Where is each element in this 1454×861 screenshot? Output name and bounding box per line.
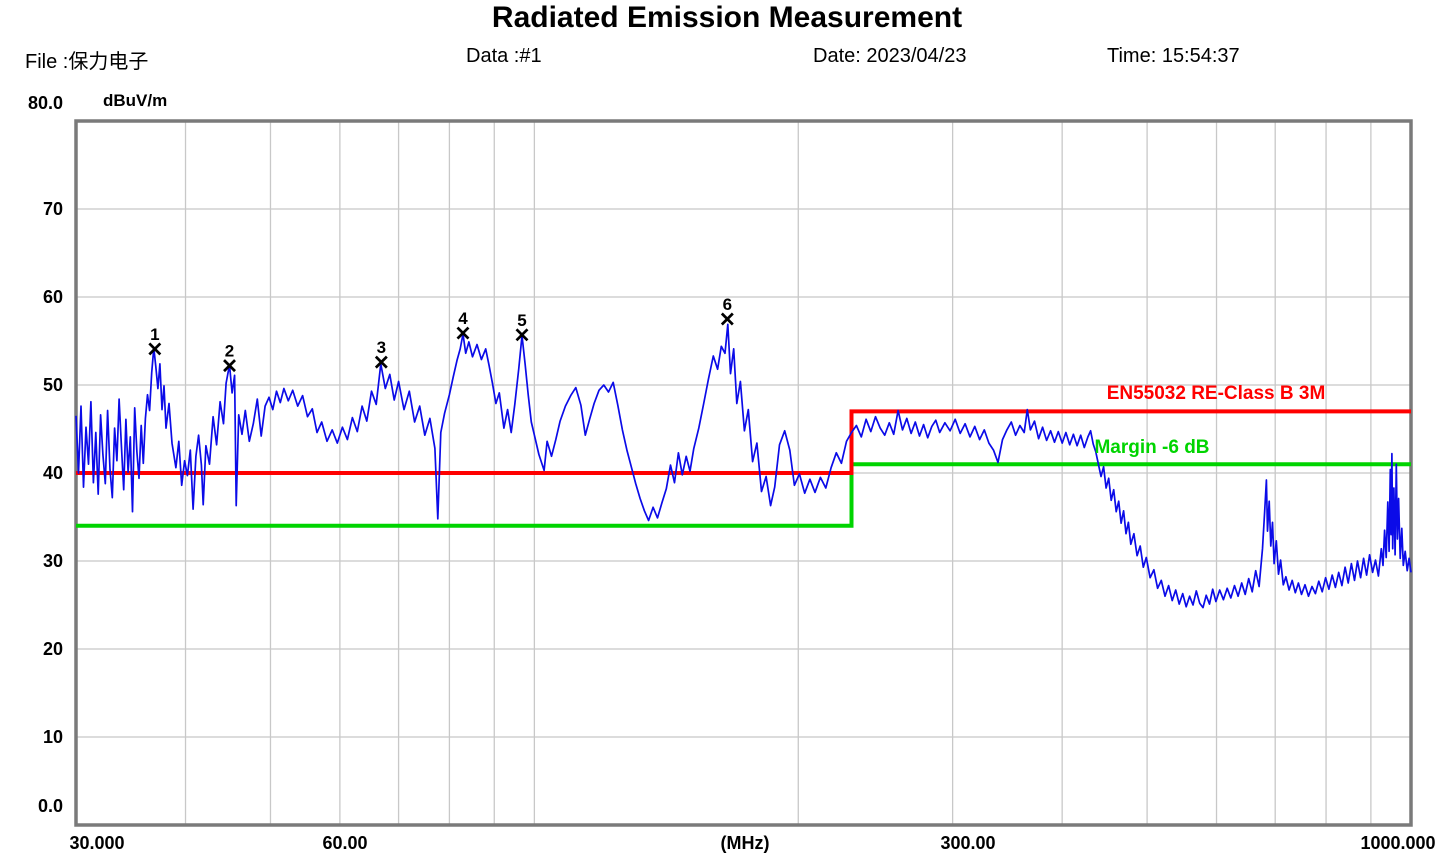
x-tick-label: 30.000 (69, 833, 124, 853)
limit-line-label: EN55032 RE-Class B 3M (1107, 383, 1326, 404)
x-tick-label: 1000.000 (1360, 833, 1435, 853)
y-tick-label: 60 (43, 287, 63, 307)
peak-marker-x-icon (223, 359, 236, 373)
y-tick-label: 20 (43, 639, 63, 659)
limit-line (76, 409, 1411, 475)
margin-line-label: Margin -6 dB (1094, 437, 1209, 458)
date-label: Date: 2023/04/23 (813, 45, 967, 67)
y-tick-label: 30 (43, 551, 63, 571)
peak-marker-x-icon (374, 355, 388, 369)
peak-marker-number: 3 (377, 338, 386, 357)
y-tick-label: 10 (43, 727, 63, 747)
peak-marker-x-icon (515, 328, 529, 342)
file-label: File :保力电子 (25, 51, 149, 73)
y-axis-unit-label: dBuV/m (103, 91, 168, 110)
peak-marker-number: 6 (723, 295, 732, 314)
margin-line (76, 462, 1411, 528)
peak-marker-x-icon (720, 312, 734, 326)
peak-marker-x-icon (148, 342, 162, 356)
y-tick-label: 50 (43, 375, 63, 395)
page-title: Radiated Emission Measurement (491, 1, 963, 34)
y-tick-label: 80.0 (28, 93, 63, 113)
peak-marker-number: 4 (458, 309, 468, 328)
measurement-trace (75, 323, 1412, 609)
y-tick-label: 40 (43, 463, 63, 483)
peak-marker-number: 5 (517, 311, 526, 330)
peak-marker-x-icon (456, 326, 470, 340)
x-tick-label: 300.00 (940, 833, 995, 853)
data-label: Data :#1 (466, 45, 542, 67)
peak-marker-number: 2 (225, 342, 234, 361)
time-label: Time: 15:54:37 (1107, 45, 1240, 67)
x-tick-label: 60.00 (322, 833, 367, 853)
peak-marker-number: 1 (150, 325, 159, 344)
x-axis-unit-label: (MHz) (721, 833, 770, 853)
y-tick-label: 0.0 (38, 796, 63, 816)
y-tick-label: 70 (43, 199, 63, 219)
